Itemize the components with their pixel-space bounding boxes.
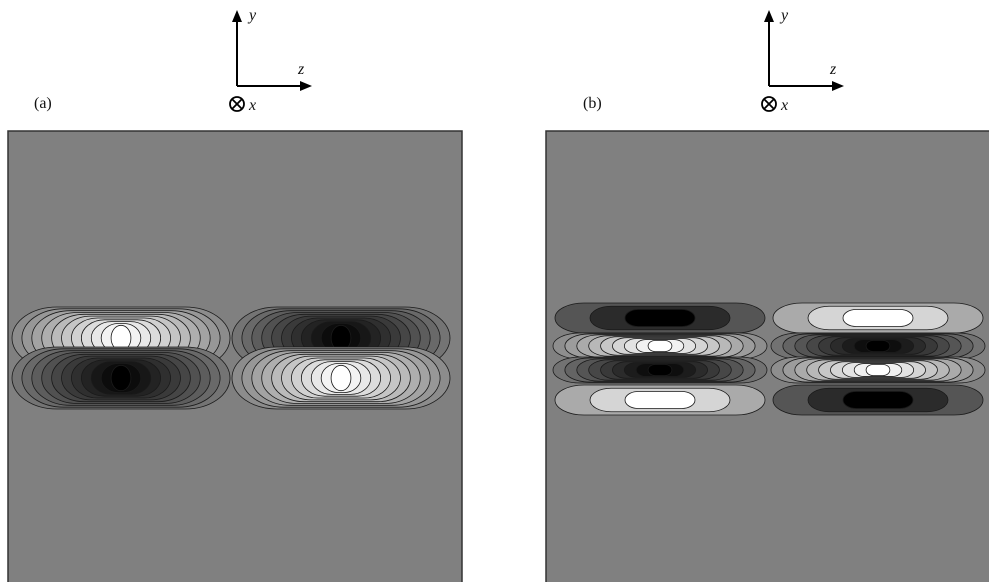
panel-b-lobe-row3-left <box>552 356 768 384</box>
panel-b: (b) y z x <box>545 7 989 582</box>
panel-b-into-page-icon <box>761 96 777 112</box>
panel-b-z-arrowhead <box>832 81 844 91</box>
panel-b-label: (b) <box>583 95 602 112</box>
panel-b-y-arrowhead <box>764 10 774 22</box>
panel-b-lobe-row3-right <box>770 356 986 384</box>
panel-b-lobe-row2-right <box>770 332 986 360</box>
panel-a-lobe-lower-right <box>231 346 451 410</box>
panel-a: (a) y z x <box>7 7 463 582</box>
panel-b-contours <box>552 302 986 416</box>
panel-a-y-label: y <box>247 7 257 24</box>
panel-b-z-label: z <box>829 61 837 78</box>
panel-a-x-label: x <box>248 97 256 114</box>
panel-b-lobe-row4-right <box>772 384 984 416</box>
panel-b-lobe-row1-right <box>772 302 984 334</box>
panel-b-x-label: x <box>780 97 788 114</box>
panel-b-lobe-row4-left <box>554 384 766 416</box>
panel-a-contours <box>11 306 451 410</box>
panel-a-z-arrowhead <box>300 81 312 91</box>
panel-a-label: (a) <box>34 95 52 112</box>
panel-b-lobe-row1-left <box>554 302 766 334</box>
panel-b-axis-triad: y z x <box>761 7 844 114</box>
panel-a-z-label: z <box>297 61 305 78</box>
panel-a-y-arrowhead <box>232 10 242 22</box>
panel-b-y-label: y <box>779 7 789 24</box>
panel-a-lobe-lower-left <box>11 346 231 410</box>
panel-b-lobe-row2-left <box>552 332 768 360</box>
panel-a-into-page-icon <box>229 96 245 112</box>
panel-a-axis-triad: y z x <box>229 7 312 114</box>
